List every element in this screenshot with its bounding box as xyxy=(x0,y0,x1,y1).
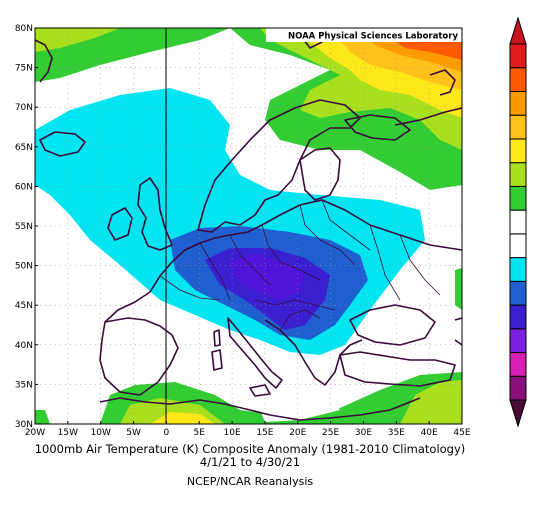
latitude-tick-labels: 30N 35N 40N 45N 50N 55N 60N 65N 70N 75N 80N xyxy=(15,24,38,430)
coast-arctic-russia xyxy=(394,107,462,126)
coast-caspian xyxy=(454,317,462,346)
border-7 xyxy=(254,299,336,311)
colorbar-segment xyxy=(509,209,527,235)
colorbar-segment xyxy=(509,162,527,187)
coast-sardinia xyxy=(211,349,223,371)
colorbar xyxy=(509,16,527,428)
shade-white-south xyxy=(260,395,340,422)
caption-title: 1000mb Air Temperature (K) Composite Ano… xyxy=(34,442,466,456)
shade-green-northwest xyxy=(35,28,230,82)
lat-tick-label: 70N xyxy=(15,103,33,113)
lat-tick-label: 35N xyxy=(15,380,33,390)
shade-lime-northwest xyxy=(35,28,120,52)
lat-tick-label: 55N xyxy=(15,222,33,232)
coast-balkans xyxy=(264,319,363,386)
border-8 xyxy=(279,309,321,331)
shade-green-corner xyxy=(35,410,50,424)
colorbar-segment xyxy=(509,233,527,259)
border-4 xyxy=(261,224,321,281)
coast-sicily xyxy=(249,384,271,397)
coast-ireland xyxy=(107,207,133,241)
coast-great-britain xyxy=(137,177,173,251)
coast-kola xyxy=(344,114,411,141)
lon-tick-label: 25E xyxy=(322,428,339,438)
coast-iberia xyxy=(99,317,179,396)
border-6 xyxy=(321,199,371,251)
colorbar-segment xyxy=(509,67,527,92)
colorbar-segment xyxy=(509,185,527,211)
lat-tick-label: 60N xyxy=(15,182,33,192)
lat-tick-label: 45N xyxy=(15,301,33,311)
coast-novaya-zemlya xyxy=(429,69,456,96)
colorbar-segment xyxy=(509,43,527,69)
colorbar-bottom-arrow xyxy=(509,399,527,428)
lon-tick-label: 45E xyxy=(453,428,470,438)
credit-label: NOAA Physical Sciences Laboratory xyxy=(288,32,458,42)
coast-scandinavia xyxy=(197,99,361,233)
country-borders xyxy=(159,199,441,331)
shade-lime-southeast xyxy=(400,380,462,424)
colorbar-segment xyxy=(509,375,527,401)
colorbar-segment xyxy=(509,328,527,354)
shade-purple-core xyxy=(230,254,305,300)
lon-tick-label: 20E xyxy=(289,428,306,438)
map-plot: NOAA Physical Sciences Laboratory xyxy=(35,28,462,424)
lon-tick-label: 10E xyxy=(224,428,241,438)
lon-tick-label: 5W xyxy=(126,428,141,438)
coast-corsica xyxy=(213,329,221,347)
lat-tick-label: 65N xyxy=(15,143,33,153)
coast-turkey xyxy=(339,351,456,387)
coast-north-africa xyxy=(99,397,421,421)
lon-tick-label: 30E xyxy=(355,428,372,438)
colorbar-top-arrow xyxy=(509,16,527,45)
colorbar-segment xyxy=(509,304,527,330)
caption-date-range: 4/1/21 to 4/30/21 xyxy=(199,455,301,469)
coast-finland xyxy=(299,147,341,201)
coast-continent xyxy=(104,199,462,323)
lat-tick-label: 40N xyxy=(15,341,33,351)
colorbar-segment xyxy=(509,280,527,306)
coast-iceland xyxy=(39,131,86,157)
colorbar-segment xyxy=(509,138,527,164)
lat-tick-label: 75N xyxy=(15,64,33,74)
border-1 xyxy=(159,275,221,301)
colorbar-segment xyxy=(509,352,527,377)
credit-box xyxy=(266,28,462,42)
lon-tick-label: 0 xyxy=(164,428,170,438)
lon-tick-label: 15E xyxy=(256,428,273,438)
border-10 xyxy=(399,234,441,296)
lat-tick-label: 80N xyxy=(15,24,33,34)
border-5 xyxy=(299,204,356,266)
lon-tick-label: 40E xyxy=(421,428,438,438)
lon-tick-label: 10W xyxy=(91,428,111,438)
caption-source: NCEP/NCAR Reanalysis xyxy=(186,475,314,488)
coast-italy xyxy=(227,317,283,389)
colorbar-segment xyxy=(509,257,527,282)
coastlines xyxy=(35,31,462,421)
lat-tick-label: 50N xyxy=(15,262,33,272)
lat-tick-label: 30N xyxy=(15,420,33,430)
shade-green-east xyxy=(455,268,462,310)
border-2 xyxy=(199,242,231,301)
longitude-tick-labels: 20W 15W 10W 5W 0 5E 10E 15E 20E 25E 30E 35E 40E 45E xyxy=(25,421,471,438)
colorbar-segment xyxy=(509,114,527,140)
coast-black-sea xyxy=(349,304,436,346)
shade-red-north xyxy=(390,38,462,60)
border-9 xyxy=(369,224,401,301)
coast-greenland xyxy=(35,39,53,83)
colorbar-segment xyxy=(509,90,527,116)
border-3 xyxy=(229,234,271,286)
lon-tick-label: 5E xyxy=(194,428,206,438)
lon-tick-label: 20W xyxy=(25,428,45,438)
lon-tick-label: 15W xyxy=(58,428,78,438)
lon-tick-label: 35E xyxy=(388,428,405,438)
